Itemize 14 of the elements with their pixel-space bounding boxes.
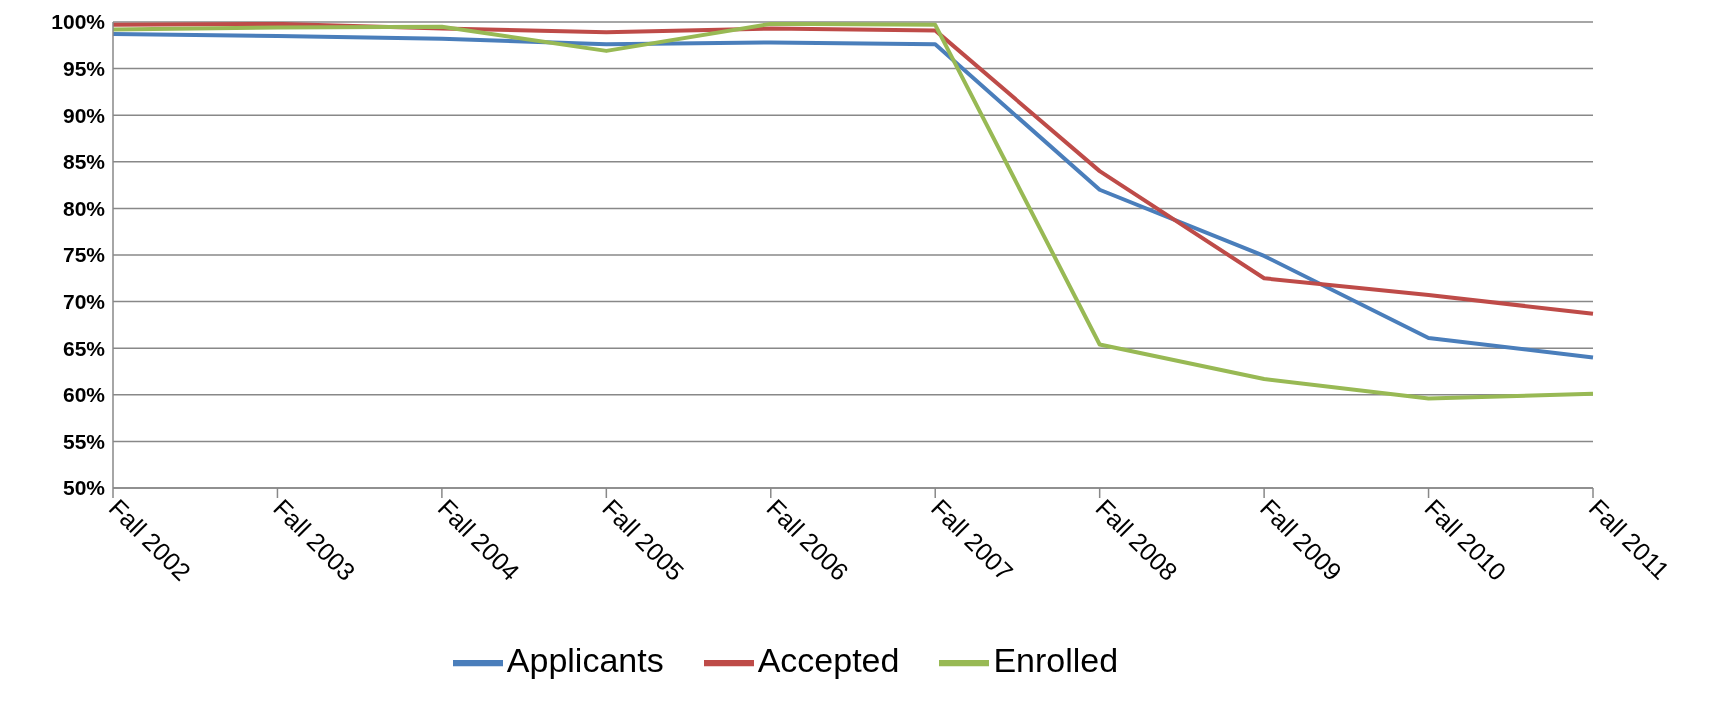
y-tick-label: 65% (62, 336, 106, 360)
y-tick-label: 55% (62, 429, 106, 453)
y-tick-label: 85% (62, 150, 106, 174)
y-tick-label: 95% (62, 57, 106, 81)
y-tick-label: 75% (62, 243, 106, 267)
legend-label: Enrolled (993, 640, 1119, 679)
y-tick-label: 80% (62, 196, 106, 220)
y-tick-label: 50% (62, 476, 106, 500)
legend-label: Applicants (506, 640, 664, 679)
y-tick-label: 90% (62, 103, 106, 127)
y-tick-label: 100% (51, 10, 106, 34)
y-tick-label: 70% (62, 290, 106, 314)
legend-label: Accepted (757, 640, 900, 679)
y-tick-label: 60% (62, 383, 106, 407)
